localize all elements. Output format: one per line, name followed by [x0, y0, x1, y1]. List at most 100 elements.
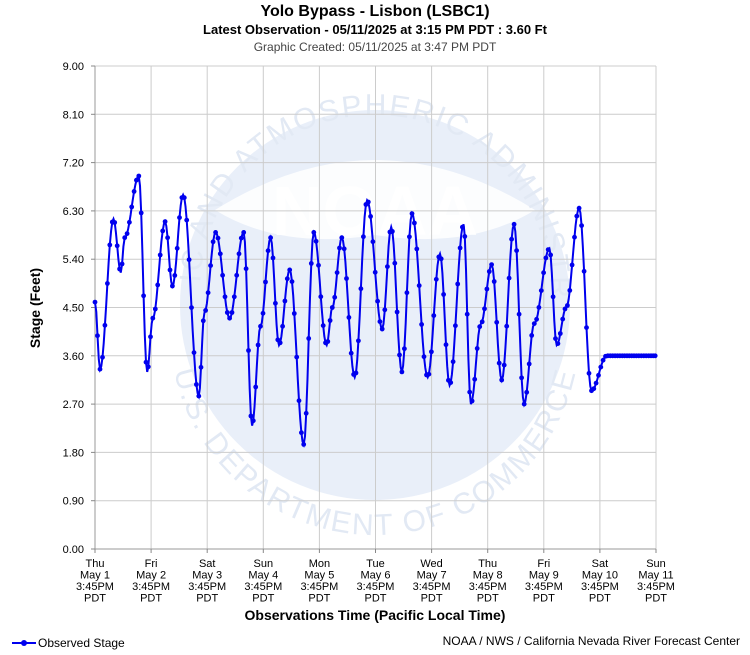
y-tick-label: 0.00	[63, 544, 84, 556]
graphic-created: Graphic Created: 05/11/2025 at 3:47 PM P…	[254, 40, 497, 54]
data-point	[501, 362, 507, 368]
data-point	[177, 215, 182, 221]
data-point	[514, 248, 519, 254]
x-tick-label: Sat May 10 3:45PM PDT	[581, 558, 619, 605]
data-point	[482, 306, 487, 312]
latest-observation: Latest Observation - 05/11/2025 at 3:15 …	[203, 22, 548, 37]
data-point	[600, 357, 606, 363]
data-point	[416, 283, 422, 288]
data-point	[464, 311, 470, 317]
data-point	[332, 294, 338, 300]
data-point	[474, 346, 480, 351]
data-point	[284, 276, 290, 282]
data-point	[511, 221, 517, 227]
data-point	[370, 239, 376, 245]
data-point	[504, 323, 510, 329]
data-point	[320, 323, 326, 328]
data-point	[229, 310, 235, 315]
data-point	[358, 286, 364, 292]
data-point	[392, 260, 398, 266]
data-point	[555, 341, 561, 346]
data-point	[136, 173, 142, 179]
data-point	[368, 214, 373, 219]
data-point	[263, 279, 268, 285]
data-point	[494, 319, 500, 325]
data-point	[394, 309, 400, 315]
chart-title: Yolo Bypass - Lisbon (LSBC1)	[260, 3, 489, 20]
data-point	[299, 430, 304, 436]
data-point	[289, 279, 295, 284]
data-point	[258, 323, 263, 329]
data-point	[213, 230, 219, 235]
series-line-observed-stage	[94, 173, 656, 449]
data-point	[443, 342, 449, 348]
data-point	[200, 318, 206, 324]
data-point	[560, 316, 566, 322]
y-tick-label: 1.80	[63, 447, 84, 459]
data-point	[329, 305, 335, 310]
data-point	[234, 272, 240, 278]
grid	[94, 65, 657, 550]
data-point	[496, 360, 502, 366]
data-point	[519, 375, 524, 381]
data-point	[141, 293, 147, 299]
data-point	[412, 220, 417, 226]
x-tick-label: Wed May 7 3:45PM PDT	[413, 558, 451, 605]
x-axis-label: Observations Time (Pacific Local Time)	[245, 607, 506, 623]
data-point	[250, 418, 256, 424]
data-point	[316, 262, 321, 268]
data-point	[268, 235, 273, 241]
data-point	[165, 235, 171, 241]
data-point	[174, 245, 180, 251]
data-point	[341, 246, 347, 252]
data-point	[448, 380, 454, 385]
data-point	[102, 322, 108, 328]
data-point	[414, 246, 420, 252]
data-point	[579, 223, 584, 229]
data-point	[429, 349, 434, 355]
data-point	[311, 230, 317, 235]
data-point	[457, 245, 463, 251]
y-tick-label: 2.70	[63, 399, 84, 411]
data-point	[550, 294, 556, 300]
data-point	[208, 263, 214, 268]
data-point	[337, 245, 342, 251]
data-point	[339, 235, 345, 241]
data-point	[162, 219, 168, 225]
data-point	[567, 288, 573, 293]
data-point	[270, 255, 276, 261]
data-point	[97, 366, 103, 372]
data-point	[296, 398, 302, 404]
data-point	[344, 276, 349, 281]
data-point	[318, 294, 324, 300]
data-point	[397, 352, 402, 358]
data-point	[526, 361, 532, 367]
data-point	[469, 398, 475, 404]
data-point	[584, 325, 589, 330]
data-point	[114, 243, 120, 249]
y-tick-label: 4.50	[63, 303, 84, 315]
data-point	[348, 350, 354, 356]
data-point	[553, 336, 558, 341]
data-point	[472, 376, 478, 382]
data-point	[509, 236, 514, 242]
data-point	[294, 354, 300, 360]
data-point	[536, 305, 542, 310]
data-point	[327, 318, 333, 323]
data-point	[450, 359, 456, 365]
data-point	[260, 310, 266, 316]
legend: Observed Stage	[12, 636, 125, 650]
credit-text: NOAA / NWS / California Nevada River For…	[443, 634, 740, 648]
series-observed-stage	[92, 173, 658, 449]
data-point	[489, 262, 494, 267]
data-point	[282, 298, 288, 304]
data-point	[545, 247, 551, 253]
x-tick-label: Thu May 8 3:45PM PDT	[469, 558, 507, 605]
data-point	[562, 306, 568, 312]
data-point	[596, 372, 601, 378]
data-point	[198, 364, 204, 370]
y-tick-label: 5.40	[63, 254, 84, 266]
data-point	[467, 389, 473, 395]
